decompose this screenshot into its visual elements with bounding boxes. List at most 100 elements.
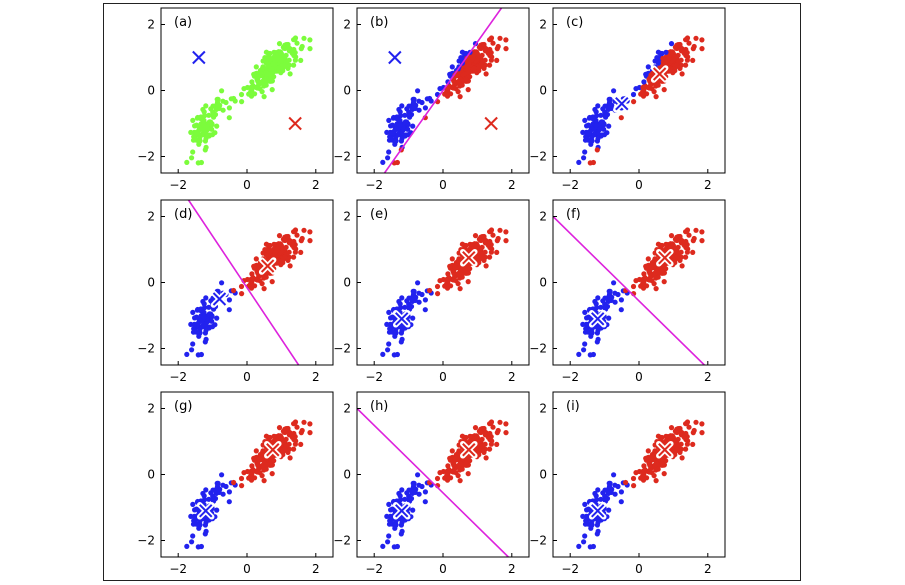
data-point <box>415 280 421 286</box>
y-tick-label: −2 <box>333 342 351 356</box>
data-point <box>659 461 665 467</box>
data-point <box>503 229 509 235</box>
y-tick-label: 2 <box>147 402 155 416</box>
data-point <box>292 35 299 41</box>
data-point <box>202 147 208 153</box>
data-point <box>399 131 405 137</box>
data-point <box>594 531 600 537</box>
data-point <box>386 341 392 347</box>
panel-frame <box>160 7 334 174</box>
data-point <box>618 499 624 505</box>
data-point <box>261 478 267 484</box>
data-point <box>427 95 433 102</box>
data-point <box>452 264 458 270</box>
data-point <box>683 238 689 245</box>
red-centroid-marker <box>484 116 498 131</box>
panel-h: −2 0 2 −2 0 2 (h) <box>333 391 530 576</box>
data-point <box>488 419 495 425</box>
data-point <box>593 109 599 115</box>
data-point <box>241 470 247 476</box>
data-point <box>582 149 588 155</box>
data-point <box>581 347 587 353</box>
y-tick-label: 0 <box>539 468 547 482</box>
data-point <box>598 112 604 118</box>
data-point <box>398 531 404 537</box>
data-point <box>661 279 667 285</box>
data-point <box>389 506 396 512</box>
data-point <box>253 448 259 454</box>
data-point <box>476 437 483 443</box>
data-point <box>256 264 262 270</box>
data-point <box>260 448 266 454</box>
data-point <box>394 543 400 550</box>
data-point <box>285 425 291 432</box>
data-point <box>256 456 262 462</box>
data-point <box>406 304 412 310</box>
x-tick-label: −2 <box>365 370 383 384</box>
y-tick-label: 0 <box>343 468 351 482</box>
data-point <box>585 314 592 320</box>
data-point <box>674 254 680 260</box>
data-point <box>263 274 269 280</box>
data-point <box>457 460 463 466</box>
data-point <box>386 501 392 507</box>
data-point <box>189 539 195 545</box>
x-tick-label: 2 <box>508 178 516 192</box>
data-point <box>307 229 313 235</box>
data-point <box>487 52 493 59</box>
x-tick-label: 2 <box>508 562 516 576</box>
data-point <box>262 247 268 253</box>
data-point <box>590 351 597 358</box>
data-point <box>693 227 699 233</box>
data-point <box>445 468 451 474</box>
x-tick-label: 2 <box>312 562 320 576</box>
data-point <box>238 91 245 98</box>
data-point <box>483 71 489 77</box>
data-point <box>488 227 495 233</box>
data-point <box>201 109 207 115</box>
data-point <box>402 112 408 118</box>
centroid-cross <box>591 312 605 326</box>
data-point <box>591 132 597 138</box>
data-point <box>457 286 463 292</box>
data-point <box>684 35 691 41</box>
data-point <box>292 441 298 447</box>
panel-label: (a) <box>174 15 192 30</box>
data-point <box>292 57 298 63</box>
data-point <box>226 489 232 495</box>
data-point <box>189 347 195 353</box>
panel-label: (d) <box>174 207 192 222</box>
centroid-cross <box>591 504 605 518</box>
data-point <box>194 130 200 136</box>
data-point <box>203 487 209 493</box>
x-tick-label: 0 <box>243 370 251 384</box>
data-point <box>299 427 305 434</box>
data-point <box>490 424 496 430</box>
data-point <box>198 159 204 166</box>
y-tick-label: −2 <box>137 534 155 548</box>
data-point <box>280 44 286 50</box>
data-point <box>390 130 396 136</box>
data-point <box>210 496 216 502</box>
data-point <box>476 53 483 59</box>
data-point <box>389 122 396 128</box>
x-tick-label: −2 <box>365 178 383 192</box>
data-point <box>582 117 588 123</box>
data-point <box>307 238 313 244</box>
data-point <box>595 131 601 137</box>
data-point <box>257 86 263 92</box>
data-point <box>482 432 488 438</box>
data-point <box>481 233 487 240</box>
data-point <box>459 49 465 55</box>
data-point <box>406 496 412 502</box>
data-point <box>291 244 297 251</box>
data-point <box>618 489 625 495</box>
data-point <box>640 281 646 287</box>
data-point <box>415 472 421 478</box>
y-tick-label: 2 <box>343 210 351 224</box>
x-tick-label: −2 <box>169 178 187 192</box>
data-point <box>270 61 276 67</box>
data-point <box>465 87 471 93</box>
data-point <box>275 257 281 263</box>
panel-frame <box>552 391 726 558</box>
